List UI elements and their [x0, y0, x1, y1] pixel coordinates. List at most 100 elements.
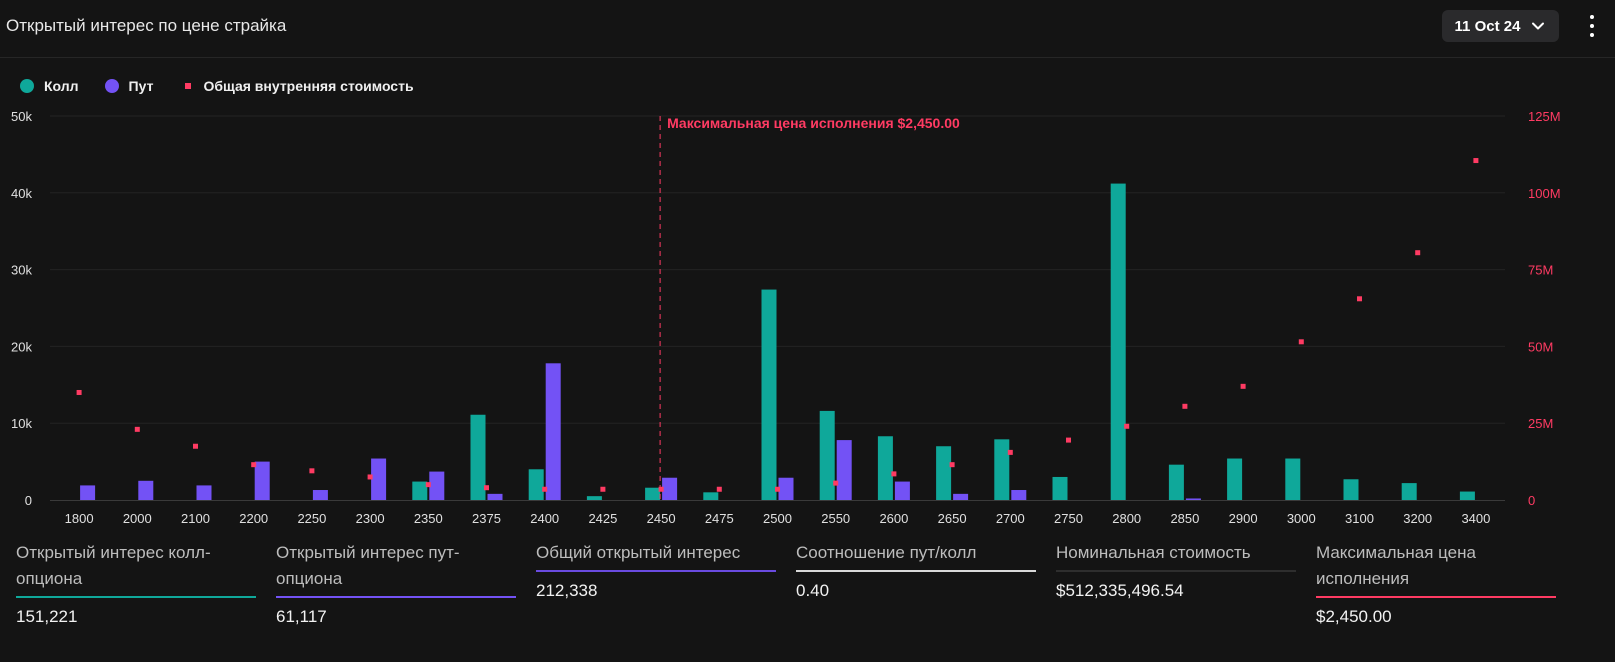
stat-max-pain: Максимальная цена исполнения $2,450.00 — [1316, 540, 1556, 627]
x-tick-label: 3100 — [1345, 511, 1374, 526]
chevron-down-icon — [1532, 22, 1545, 30]
call-bar — [470, 414, 486, 500]
put-bar — [836, 440, 852, 500]
stat-label: Открытый интерес колл-опциона — [16, 543, 211, 588]
put-bar — [545, 363, 561, 500]
y-left-tick-label: 50k — [11, 109, 32, 124]
y-right-tick-label: 50M — [1528, 339, 1553, 354]
intrinsic-value-point — [1182, 403, 1188, 409]
put-bar — [953, 493, 969, 500]
stat-underline — [276, 596, 516, 598]
x-tick-label: 2900 — [1229, 511, 1258, 526]
stat-value: $512,335,496.54 — [1056, 581, 1184, 600]
x-tick-label: 2400 — [530, 511, 559, 526]
y-right-tick-label: 125M — [1528, 109, 1561, 124]
chart-header: Открытый интерес по цене страйка 11 Oct … — [0, 0, 1615, 58]
x-tick-label: 2800 — [1112, 511, 1141, 526]
x-tick-label: 2500 — [763, 511, 792, 526]
intrinsic-value-point — [1066, 437, 1071, 443]
call-bar — [1285, 458, 1301, 500]
stat-underline — [1056, 570, 1296, 572]
legend-item-call[interactable]: Колл — [20, 78, 79, 94]
put-bar — [487, 493, 503, 500]
put-bar — [138, 480, 154, 500]
x-tick-label: 2475 — [705, 511, 734, 526]
put-bar — [254, 461, 270, 500]
stat-underline — [16, 596, 256, 598]
stat-total-open-interest: Общий открытый интерес 212,338 — [536, 540, 776, 601]
y-right-tick-label: 100M — [1528, 186, 1561, 201]
intrinsic-value-point — [891, 471, 897, 477]
intrinsic-value-point — [1473, 158, 1479, 164]
x-tick-label: 2250 — [297, 511, 326, 526]
x-tick-label: 2550 — [821, 511, 850, 526]
intrinsic-value-point — [251, 462, 257, 468]
call-bar — [1168, 464, 1184, 500]
stat-underline — [1316, 596, 1556, 598]
stats-row: Открытый интерес колл-опциона 151,221 От… — [0, 540, 1615, 662]
intrinsic-value-point — [716, 486, 722, 492]
stat-call-open-interest: Открытый интерес колл-опциона 151,221 — [16, 540, 256, 627]
x-tick-label: 2600 — [879, 511, 908, 526]
intrinsic-value-point — [833, 480, 839, 486]
call-swatch — [20, 79, 34, 93]
stat-label: Соотношение пут/колл — [796, 543, 977, 562]
stat-put-call-ratio: Соотношение пут/колл 0.40 — [796, 540, 1036, 601]
x-tick-label: 2000 — [123, 511, 152, 526]
put-swatch — [104, 79, 119, 93]
put-bar — [662, 477, 678, 500]
legend-label-intrinsic-value: Общая внутренняя стоимость — [203, 78, 414, 94]
intrinsic-value-point — [600, 486, 606, 492]
legend-item-intrinsic-value[interactable]: Общая внутренняя стоимость — [179, 78, 414, 94]
stat-label: Общий открытый интерес — [536, 543, 741, 562]
call-bar — [1227, 458, 1243, 500]
x-tick-label: 2100 — [181, 511, 210, 526]
more-options-icon[interactable] — [1584, 12, 1600, 40]
stat-value: 0.40 — [796, 581, 830, 600]
call-bar — [761, 289, 777, 500]
y-left-tick-label: 20k — [11, 339, 32, 354]
call-bar — [819, 410, 835, 500]
legend-item-put[interactable]: Пут — [104, 78, 154, 94]
intrinsic-value-point — [367, 474, 373, 480]
x-tick-label: 2850 — [1170, 511, 1199, 526]
intrinsic-value-point — [1357, 296, 1362, 302]
put-bar — [312, 490, 328, 500]
y-right-tick-label: 0 — [1528, 493, 1535, 508]
stat-put-open-interest: Открытый интерес пут-опциона 61,117 — [276, 540, 516, 627]
call-bar — [1052, 476, 1068, 500]
stat-notional-value: Номинальная стоимость $512,335,496.54 — [1056, 540, 1296, 601]
intrinsic-value-point — [425, 482, 431, 488]
intrinsic-value-point — [484, 485, 489, 491]
intrinsic-value-point — [193, 443, 198, 449]
x-tick-label: 2350 — [414, 511, 443, 526]
x-tick-label: 1800 — [65, 511, 94, 526]
x-tick-label: 2425 — [588, 511, 617, 526]
legend-label-call: Колл — [44, 78, 79, 94]
y-left-tick-label: 0 — [25, 493, 32, 508]
page-title: Открытый интерес по цене страйка — [6, 16, 287, 35]
call-bar — [412, 481, 428, 500]
x-tick-label: 2300 — [356, 511, 385, 526]
y-right-tick-label: 25M — [1528, 416, 1553, 431]
call-bar — [1401, 483, 1417, 500]
call-bar — [994, 439, 1010, 500]
call-bar — [703, 492, 719, 500]
call-bar — [1343, 479, 1359, 500]
intrinsic-value-swatch — [185, 83, 192, 89]
intrinsic-value-point — [1007, 449, 1013, 455]
x-tick-label: 2200 — [239, 511, 268, 526]
call-bar — [1110, 183, 1126, 501]
call-bar — [877, 436, 893, 500]
intrinsic-value-point — [658, 486, 664, 492]
x-tick-label: 2375 — [472, 511, 501, 526]
legend-label-put: Пут — [128, 78, 154, 94]
stat-label: Номинальная стоимость — [1056, 543, 1251, 562]
stat-label: Открытый интерес пут-опциона — [276, 543, 460, 588]
date-selector-label: 11 Oct 24 — [1454, 17, 1521, 35]
x-tick-label: 3000 — [1287, 511, 1316, 526]
x-tick-label: 2700 — [996, 511, 1025, 526]
put-bar — [371, 458, 387, 500]
date-selector-button[interactable]: 11 Oct 24 — [1442, 10, 1559, 42]
open-interest-chart: 0 0 10k 25M 20k 50M 30k 75M 40k 100M 50k 125M 1800 20… — [11, 109, 1561, 526]
